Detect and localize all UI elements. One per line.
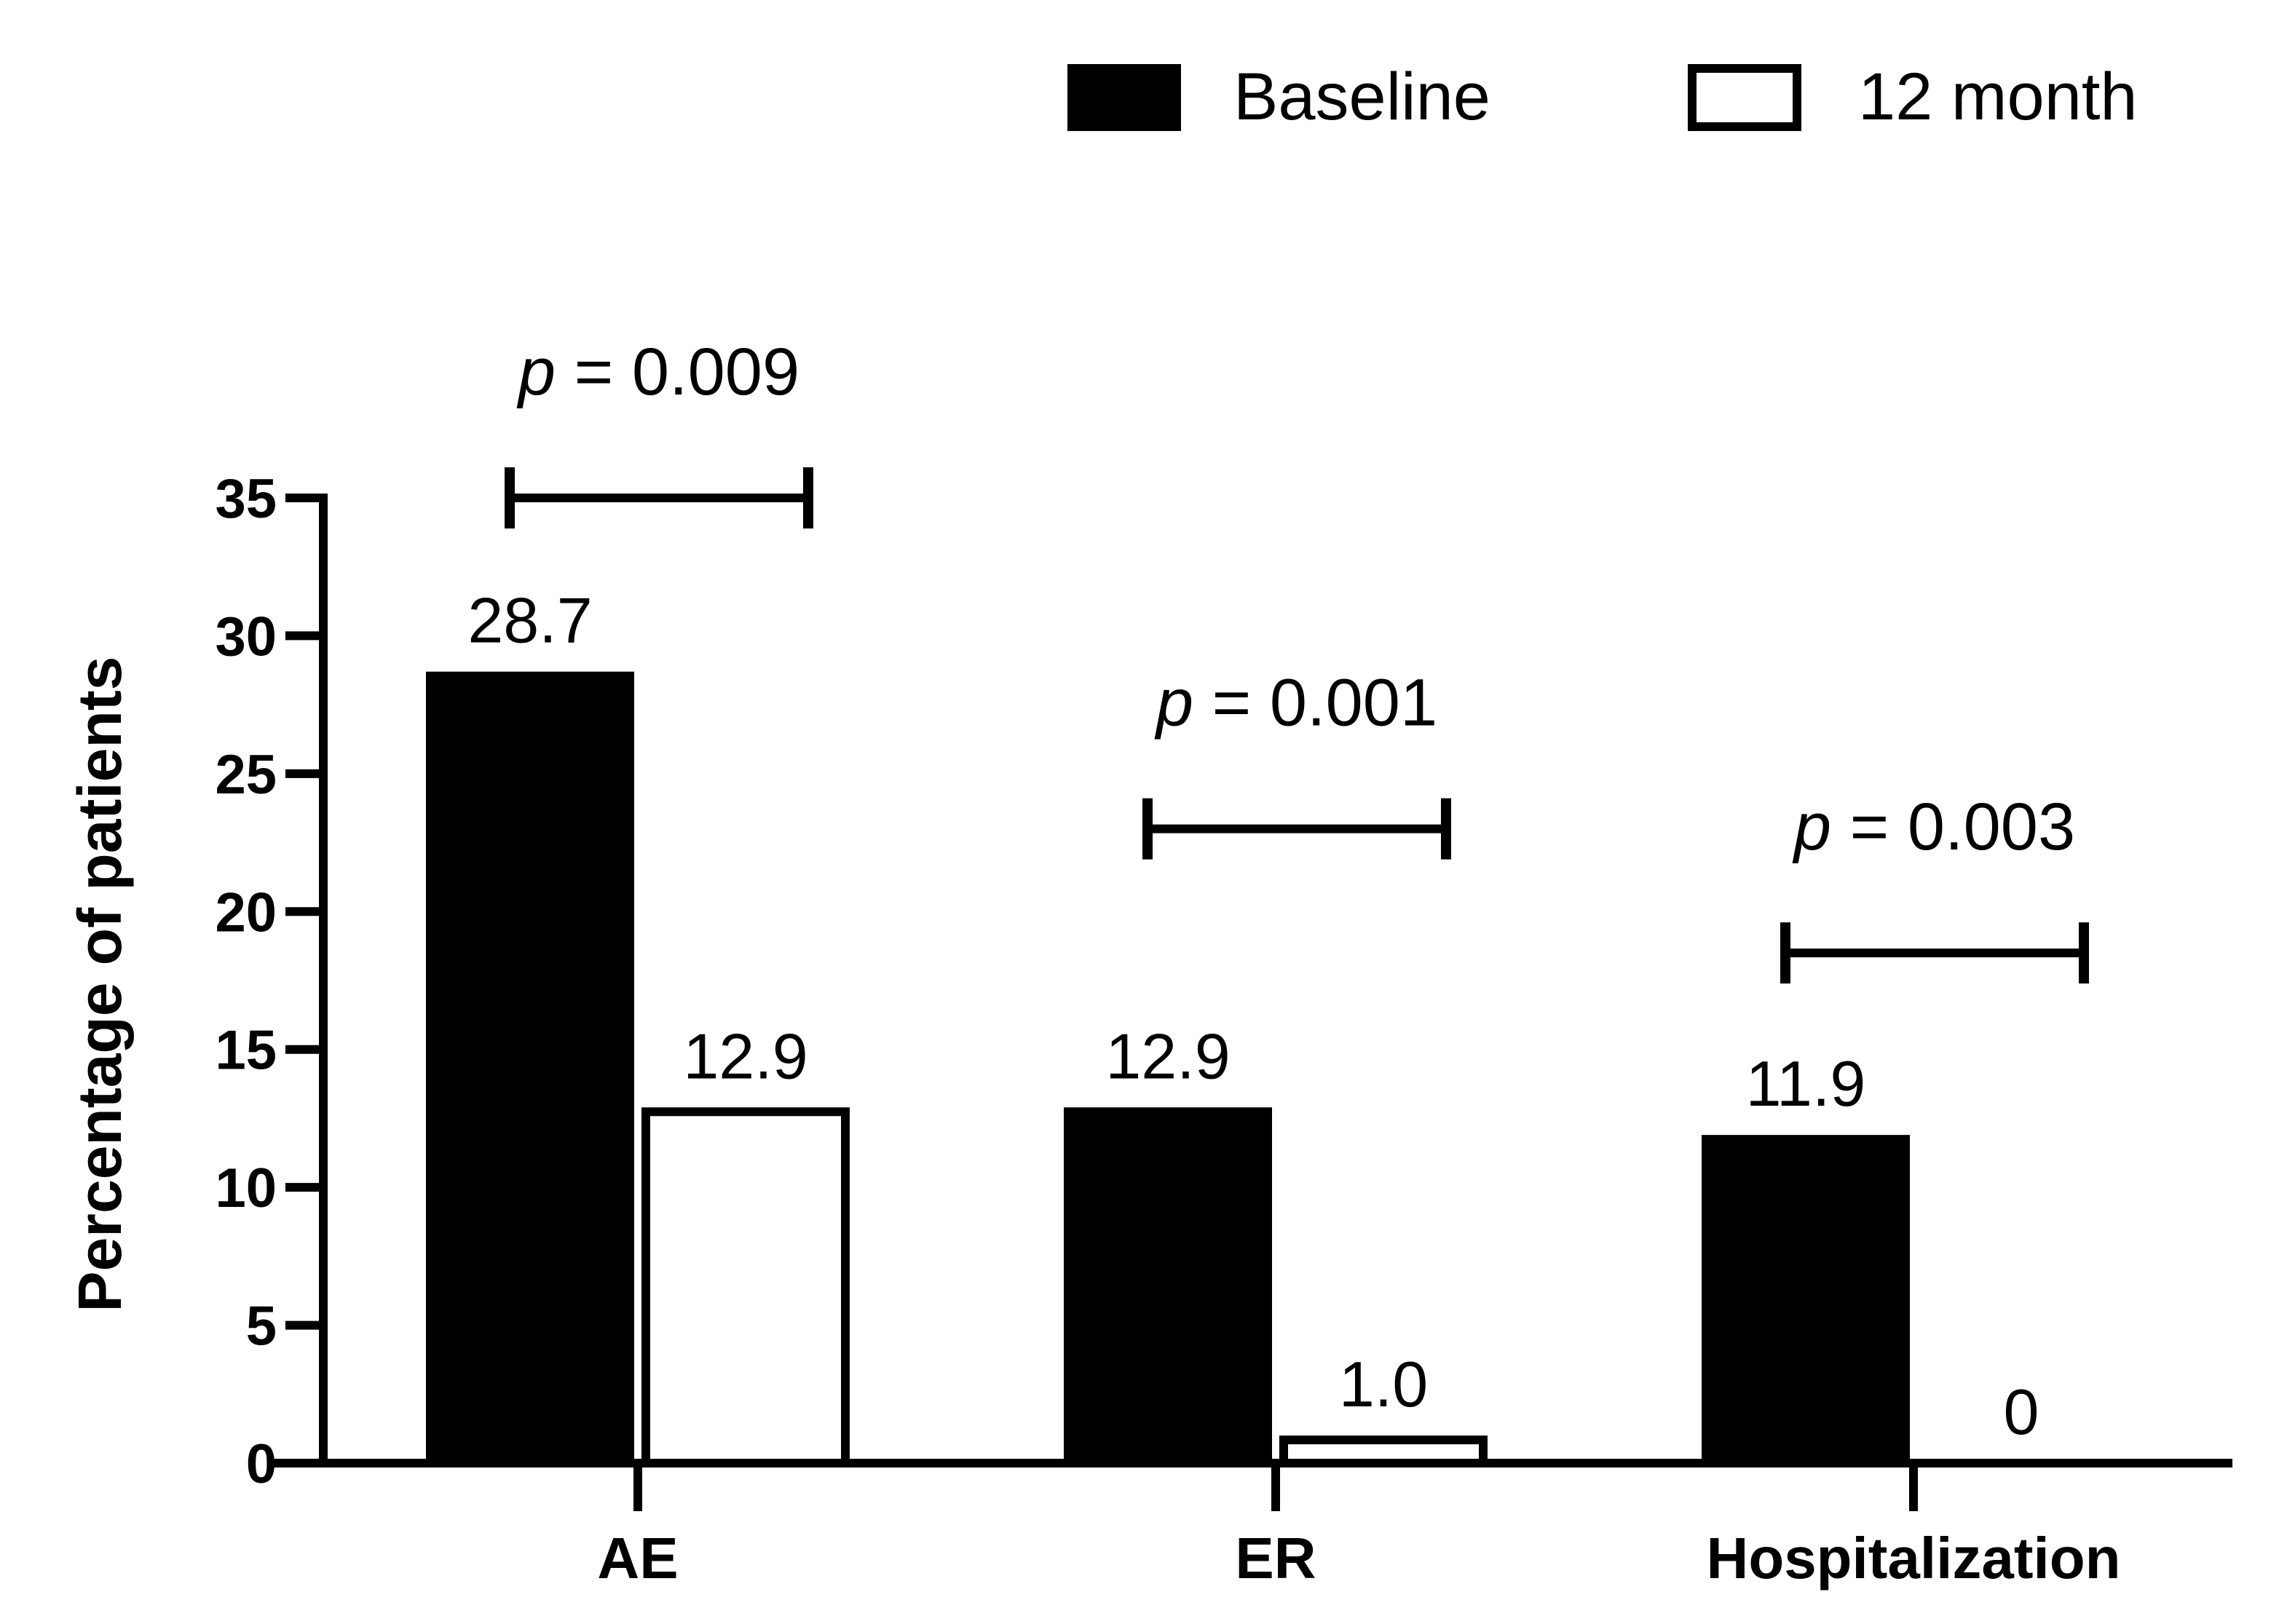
data-label-er-12-month: 1.0 <box>1339 1348 1428 1420</box>
data-label-hospitalization-12-month: 0 <box>2004 1376 2039 1448</box>
data-label-hospitalization-baseline: 11.9 <box>1746 1047 1866 1120</box>
p-value-hospitalization: p = 0.003 <box>1792 790 2075 864</box>
legend-label-baseline: Baseline <box>1233 60 1490 134</box>
bars <box>426 671 1910 1467</box>
p-symbol: p <box>516 335 556 409</box>
y-tick-label-10: 10 <box>215 1157 277 1219</box>
y-tick-label-35: 35 <box>215 468 277 530</box>
x-axis-categories: AE ER Hospitalization <box>597 1463 2120 1591</box>
p-symbol: p <box>1792 790 1831 864</box>
x-category-label-ae: AE <box>597 1526 678 1591</box>
data-label-er-baseline: 12.9 <box>1105 1020 1230 1092</box>
x-category-label-hospitalization: Hospitalization <box>1707 1526 2121 1591</box>
bar-er-baseline <box>1064 1107 1272 1463</box>
significance-er: p = 0.001 <box>1142 666 1451 860</box>
data-labels: 28.7 12.9 12.9 1.0 11.9 0 <box>467 585 2039 1448</box>
p-value-text: = 0.001 <box>1193 666 1437 740</box>
p-value-er: p = 0.001 <box>1154 666 1437 740</box>
data-label-ae-baseline: 28.7 <box>467 585 592 657</box>
bar-ae-12-month <box>641 1107 850 1467</box>
y-tick-label-5: 5 <box>246 1296 277 1358</box>
legend-label-12-month: 12 month <box>1858 60 2138 134</box>
p-symbol: p <box>1154 666 1193 740</box>
legend-swatch-12-month <box>1688 64 1801 131</box>
bar-hospitalization-baseline <box>1702 1135 1910 1463</box>
y-tick-label-25: 25 <box>215 744 277 806</box>
y-tick-label-20: 20 <box>215 882 277 943</box>
legend: Baseline 12 month <box>1067 60 2138 134</box>
significance-ae: p = 0.009 <box>505 335 813 528</box>
p-value-text: = 0.009 <box>556 335 799 409</box>
bar-ae-baseline <box>426 671 634 1464</box>
p-value-ae: p = 0.009 <box>516 335 799 409</box>
y-tick-label-15: 15 <box>215 1020 277 1082</box>
p-value-text: = 0.003 <box>1831 790 2075 864</box>
data-label-ae-12-month: 12.9 <box>683 1020 807 1092</box>
y-tick-label-30: 30 <box>215 606 277 668</box>
x-category-label-er: ER <box>1235 1526 1316 1591</box>
significance-hospitalization: p = 0.003 <box>1780 790 2089 984</box>
legend-swatch-baseline <box>1067 64 1181 131</box>
y-axis-title: Percentage of patients <box>66 657 134 1312</box>
